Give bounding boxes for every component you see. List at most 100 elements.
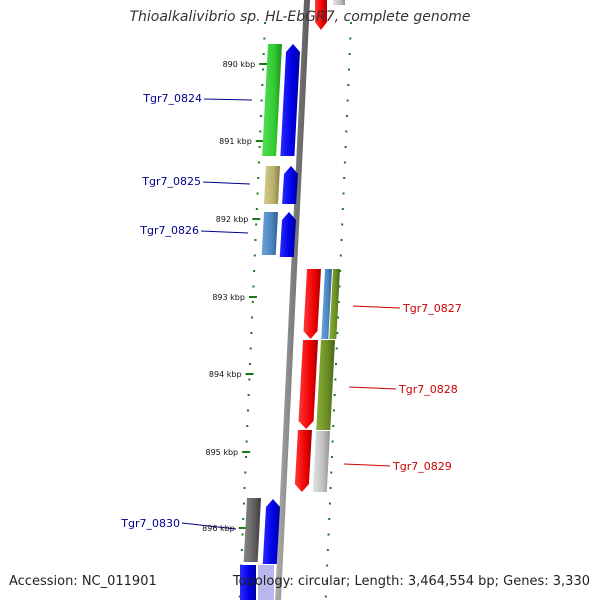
left-tick (255, 208, 258, 210)
left-tick (264, 22, 267, 24)
cog-box (316, 340, 335, 430)
left-tick (241, 533, 244, 536)
left-tick (242, 502, 245, 505)
right-tick (348, 53, 351, 55)
left-tick (244, 471, 247, 474)
left-tick (245, 440, 248, 443)
major-tick (238, 527, 247, 529)
label-leader-lines (181, 98, 401, 530)
right-tick (326, 564, 329, 567)
right-tick (347, 84, 350, 86)
kbp-label: 892 kbp (216, 215, 249, 224)
topology-text: Topology: circular; Length: 3,464,554 bp… (232, 574, 590, 589)
left-tick (240, 549, 243, 551)
right-tick (340, 239, 343, 241)
right-tick (337, 301, 340, 303)
forward-cds-arrow (262, 499, 280, 564)
left-tick (238, 595, 241, 598)
right-tick (326, 549, 329, 551)
right-tick (345, 130, 348, 133)
left-tick (258, 146, 261, 148)
left-tick (249, 363, 252, 365)
forward-cds-arrow (280, 44, 300, 156)
right-tick (341, 208, 344, 210)
leader-line (352, 305, 401, 309)
left-tick (248, 378, 251, 381)
left-tick (247, 394, 250, 396)
right-tick (335, 363, 338, 365)
right-tick (332, 425, 335, 427)
left-tick (252, 285, 255, 288)
left-tick (253, 270, 256, 272)
left-tick (256, 192, 259, 195)
leader-line (181, 522, 237, 530)
cog-box (243, 498, 261, 562)
right-tick (327, 533, 330, 536)
right-tick (329, 487, 332, 489)
right-tick (342, 192, 345, 195)
right-tick (331, 440, 334, 443)
cog-box (312, 431, 330, 492)
left-tick (250, 332, 253, 334)
left-tick (257, 161, 260, 164)
cog-box (261, 212, 278, 255)
right-tick (341, 223, 344, 226)
major-tick (252, 218, 261, 220)
major-tick (245, 373, 254, 375)
gene-label: Tgr7_0826 (139, 224, 199, 237)
right-tick (328, 518, 331, 520)
kbp-label: 893 kbp (212, 293, 245, 302)
gene-label: Tgr7_0827 (402, 302, 462, 315)
left-tick (254, 239, 257, 241)
kbp-label: 896 kbp (202, 524, 235, 533)
right-tick (343, 177, 346, 179)
cog-box (263, 166, 280, 204)
left-tick-marks (238, 22, 268, 598)
right-tick (325, 580, 328, 582)
leader-line (203, 98, 253, 101)
left-tick (246, 409, 249, 412)
left-tick (261, 68, 264, 71)
map-title: Thioalkalivibrio sp. HL-EbGR7, complete … (129, 9, 471, 25)
left-tick (263, 37, 266, 40)
left-tick (251, 301, 254, 303)
kbp-label: 891 kbp (219, 137, 252, 146)
kbp-label: 890 kbp (223, 60, 256, 69)
reverse-cds-arrow (303, 269, 321, 339)
right-tick (332, 409, 335, 412)
major-tick (259, 63, 268, 65)
gene-label: Tgr7_0824 (142, 92, 202, 105)
leader-line (343, 463, 391, 467)
cog-box (262, 44, 282, 156)
left-tick (244, 456, 247, 458)
cog-box (329, 269, 340, 339)
kbp-label: 894 kbp (209, 370, 242, 379)
right-tick (334, 378, 337, 381)
left-tick (242, 518, 245, 520)
reverse-cds-arrow (315, 0, 327, 30)
right-tick (336, 332, 339, 334)
right-tick (335, 347, 338, 350)
gene-label: Tgr7_0825 (141, 175, 201, 188)
cog-box (258, 565, 274, 600)
right-tick (346, 99, 349, 102)
right-tick (328, 502, 331, 505)
right-tick (347, 68, 350, 71)
kbp-label: 895 kbp (206, 448, 239, 457)
gene-label: Tgr7_0828 (398, 383, 458, 396)
forward-cds-arrow (282, 166, 298, 204)
left-tick (255, 223, 258, 226)
cog-box (321, 269, 332, 339)
left-tick (253, 254, 256, 257)
right-tick (344, 146, 347, 148)
right-tick (324, 595, 327, 598)
major-tick (255, 140, 264, 142)
left-tick (259, 115, 262, 117)
left-tick (249, 347, 252, 350)
right-tick (349, 37, 352, 40)
left-tick (262, 53, 265, 55)
left-tick (261, 84, 264, 86)
reverse-cds-arrow (298, 340, 318, 429)
forward-cds-arrow (279, 212, 296, 257)
